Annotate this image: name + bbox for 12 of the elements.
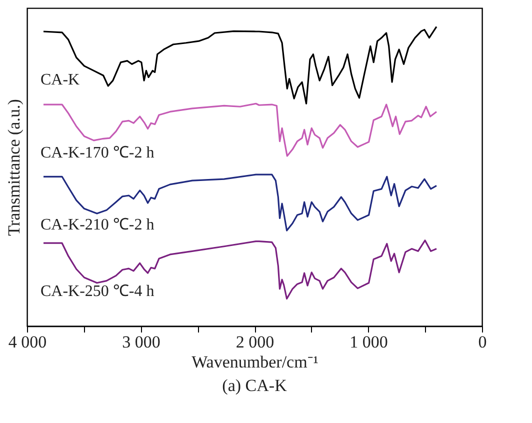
x-tick-label: 3 000 <box>122 332 160 352</box>
x-tick-label: 1 000 <box>350 332 388 352</box>
series-label: CA-K-210 ℃-2 h <box>40 216 154 234</box>
x-tick-label: 4 000 <box>8 332 47 352</box>
x-tick-label: 0 <box>478 332 487 352</box>
text: (a) CA-K <box>222 376 288 395</box>
x-axis-title: Wavenumber/cm⁻¹ <box>192 352 318 372</box>
series-label: CA-K-170 ℃-2 h <box>40 144 154 162</box>
x-tick-label: 2 000 <box>236 332 274 352</box>
y-axis-title: Transmittance (a.u.) <box>4 99 24 236</box>
series-label: CA-K <box>40 71 80 88</box>
series-label: CA-K-250 ℃-4 h <box>40 283 154 300</box>
